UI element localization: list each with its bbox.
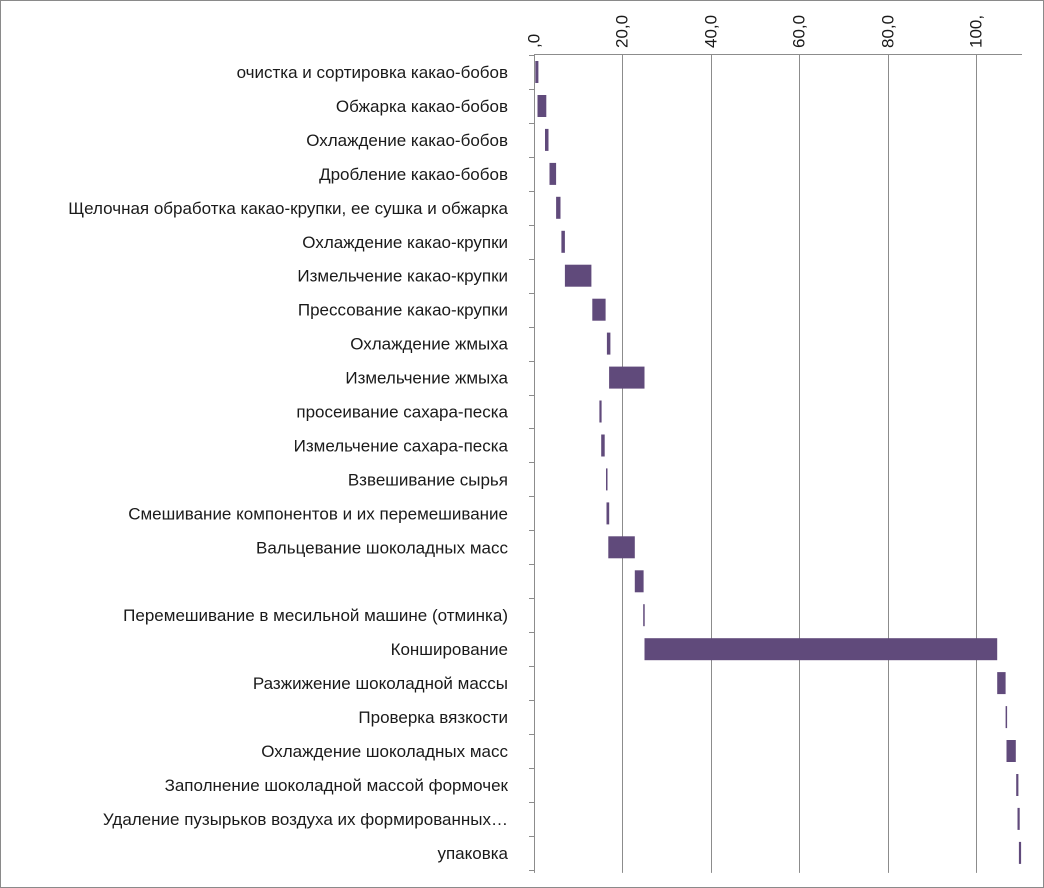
bar-20 xyxy=(1006,740,1016,762)
x-tick-label: 40,0 xyxy=(702,15,721,48)
category-label: Дробление какао-бобов xyxy=(319,165,508,184)
bar-4 xyxy=(556,196,561,219)
category-label: Охлаждение шоколадных масс xyxy=(261,742,508,761)
bar-23 xyxy=(1018,841,1022,864)
category-label: Перемешивание в месильной машине (отминк… xyxy=(123,606,508,625)
category-label: Измельчение жмыха xyxy=(345,369,508,388)
bar-11 xyxy=(601,434,605,457)
x-tick-label: 20,0 xyxy=(613,15,632,48)
category-label: упаковка xyxy=(437,844,508,863)
category-label: Смешивание компонентов и их перемешивани… xyxy=(128,504,508,523)
x-tick-label: 80,0 xyxy=(879,15,898,48)
category-label: Прессование какао-крупки xyxy=(298,301,508,320)
x-tick-label: 60,0 xyxy=(790,15,809,48)
bar-15 xyxy=(634,570,644,593)
bar-14 xyxy=(608,536,635,559)
x-tick-label: ,0 xyxy=(525,34,544,48)
bar-10 xyxy=(599,400,602,423)
bar-1 xyxy=(537,95,547,117)
category-label: очистка и сортировка какао-бобов xyxy=(237,63,508,82)
bar-17 xyxy=(644,638,998,661)
x-tick-labels: ,0 20,0 40,0 60,0 80,0 100, xyxy=(525,15,986,48)
category-label: Измельчение сахара-песка xyxy=(294,437,509,456)
category-label: Разжижение шоколадной массы xyxy=(253,674,508,693)
bar-6 xyxy=(564,264,592,287)
category-label: Охлаждение жмыха xyxy=(350,335,508,354)
bar-16 xyxy=(643,604,645,627)
grid-lines xyxy=(622,54,977,873)
bar-9 xyxy=(609,366,645,389)
bar-3 xyxy=(549,162,557,185)
bars xyxy=(535,61,1022,864)
x-tick-label: 100, xyxy=(967,15,986,48)
bar-0 xyxy=(535,61,539,83)
category-label: Заполнение шоколадной массой формочек xyxy=(165,776,509,795)
bar-18 xyxy=(997,672,1006,695)
category-labels: очистка и сортировка какао-бобов Обжарка … xyxy=(68,63,508,863)
bar-7 xyxy=(592,298,606,321)
category-label: Охлаждение какао-бобов xyxy=(306,131,508,150)
category-label: Измельчение какао-крупки xyxy=(297,267,508,286)
category-label: Обжарка какао-бобов xyxy=(336,97,508,116)
bar-19 xyxy=(1005,706,1008,729)
category-label: Охлаждение какао-крупки xyxy=(302,233,508,252)
bar-13 xyxy=(606,502,610,525)
bar-5 xyxy=(561,230,565,253)
category-label: Конширование xyxy=(391,640,508,659)
category-label: Проверка вязкости xyxy=(358,708,508,727)
bar-21 xyxy=(1016,774,1019,796)
bar-22 xyxy=(1017,807,1020,830)
bar-2 xyxy=(545,128,549,151)
axes xyxy=(529,54,1022,873)
category-label: Взвешивание сырья xyxy=(348,470,508,489)
category-label: Удаление пузырьков воздуха их формирован… xyxy=(103,810,508,829)
category-label: Вальцевание шоколадных масс xyxy=(256,538,508,557)
bar-8 xyxy=(606,332,611,355)
bar-12 xyxy=(606,468,608,491)
category-label: просеивание сахара-песка xyxy=(296,403,508,422)
category-label: Щелочная обработка какао-крупки, ее сушк… xyxy=(68,199,508,218)
